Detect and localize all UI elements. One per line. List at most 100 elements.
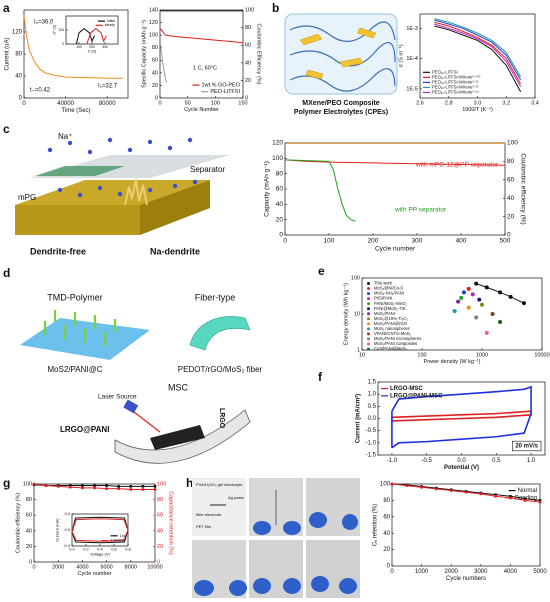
y-tick-label: 120 <box>272 140 283 147</box>
point <box>456 299 461 304</box>
legend-label: MoS₂@Ni/Co-S <box>374 286 403 291</box>
fiber <box>189 316 251 351</box>
point <box>141 488 145 491</box>
point <box>93 484 96 487</box>
y-tick-label: 60 <box>152 58 158 64</box>
point <box>69 484 72 487</box>
legend-label: MoS₂/PANI microspheres <box>374 336 421 341</box>
point <box>420 485 423 489</box>
polymer-sprouts <box>43 310 117 346</box>
label: Dendrite-free <box>30 246 86 256</box>
laser-beam <box>133 411 161 433</box>
series-line <box>434 18 522 78</box>
x-tick-label: 50 <box>185 100 191 106</box>
y-axis-label: Current (mA) <box>54 518 59 542</box>
y-tick-label: -0.4 <box>63 543 71 548</box>
plot-frame <box>65 15 119 45</box>
legend-label: PANI/MoS₂-MnO₂ <box>374 301 407 306</box>
y-axis-label: Current (uA) <box>5 37 11 70</box>
point <box>479 492 483 496</box>
legend-swatch <box>367 282 370 285</box>
y-tick-label: 60 <box>383 514 390 520</box>
panel-letter: e <box>318 264 325 278</box>
x-axis-label: Cycle number <box>375 245 416 252</box>
y2-tick-label: 60 <box>157 513 163 519</box>
plot-frame <box>33 483 156 563</box>
point <box>129 488 133 491</box>
label: Na⁺ <box>58 132 72 141</box>
x-tick-label: 1.0 <box>527 458 536 464</box>
point <box>480 302 484 307</box>
point <box>81 486 84 490</box>
y2-axis-label: Coulombic efficiency (%) <box>519 153 526 224</box>
x-tick-label: 1000 <box>415 569 429 575</box>
y-tick-label: 1E-4 <box>406 56 418 62</box>
legend-label: MoS₂/PANI composites <box>374 341 417 346</box>
y2-tick-label: 60 <box>245 43 251 49</box>
legend-label: LRGO-MSC <box>390 386 423 392</box>
panel-letter: c <box>3 122 10 136</box>
x-tick-label: 100 <box>324 238 335 245</box>
y2-tick-label: 60 <box>507 177 515 184</box>
label: MoS2/PANI@C <box>47 365 102 374</box>
x-tick-label: 3.0 <box>474 100 482 106</box>
x-axis-label: Power density (W kg⁻¹) <box>424 359 481 365</box>
legend-swatch <box>367 317 370 321</box>
y-tick-label: 100 <box>351 275 360 281</box>
cpe-illustration: MXene/PEO Composite Polymer Electrolytes… <box>284 13 398 116</box>
chart: -1.0 -0.5 0.0 0.5 1.0 -1.5 -1.0 -0.5 0.0 0.5 1.0 1.… <box>354 380 546 471</box>
legend-label: steady <box>105 23 116 27</box>
y-tick-label: 40 <box>26 528 32 534</box>
x-axis-label: Z' (Ω) <box>88 49 97 53</box>
point <box>508 294 513 299</box>
label: Fiber-type <box>195 292 236 302</box>
point <box>477 297 482 302</box>
legend-label: 1st <box>120 533 126 538</box>
x-tick-label: 4000 <box>76 564 88 570</box>
point <box>44 484 48 487</box>
x-tick-label: 300 <box>102 45 108 49</box>
y-tick-label: 80 <box>276 170 284 177</box>
legend-label: MoS₂@15%-Ti₃C₂ <box>374 316 408 321</box>
y-tick-label: 0.0 <box>64 527 70 532</box>
point <box>117 485 120 488</box>
device <box>114 409 251 464</box>
x-tick-label: 0.8 <box>125 547 131 552</box>
y-tick-label: 80 <box>26 497 32 503</box>
x-tick-label: 0.6 <box>111 547 117 552</box>
y-tick-label: 60 <box>26 513 32 519</box>
panel-letter: a <box>3 1 10 15</box>
point <box>56 485 60 488</box>
x-tick-label: 100 <box>76 45 82 49</box>
series-line <box>285 159 356 222</box>
panel-letters: a b c d e f g h <box>3 1 325 490</box>
x-tick-label: 2000 <box>52 564 64 570</box>
y-tick-label: 80 <box>383 498 390 504</box>
y2-tick-label: 0 <box>157 559 160 565</box>
annotation: Iₛ=32.7 <box>98 84 118 90</box>
point <box>105 487 108 490</box>
x-tick-label: 3000 <box>474 569 488 575</box>
legend-label: PEO-LiTFSI <box>210 89 240 95</box>
legend-label: PEO₁₀-LiTFSI-MXene⁰·⁰¹ <box>432 80 479 85</box>
point <box>498 319 503 324</box>
point <box>466 286 471 291</box>
y-tick-label: 100 <box>23 481 32 487</box>
x-tick-label: 0 <box>158 100 161 106</box>
y-tick-label: 100 <box>272 155 283 162</box>
y2-tick-label: 80 <box>245 25 251 31</box>
y-axis-label: Coulombic efficiency (%) <box>16 493 22 554</box>
y2-axis-label: Capacitance retention (%) <box>167 491 173 555</box>
label: LRGO <box>218 408 225 429</box>
chart: 0 40000 80000 0 40 80 120 Time (Sec) Current (uA… <box>5 9 129 114</box>
point <box>509 495 512 498</box>
label: PVA/H₂SO₄ gel electrolyte <box>196 482 243 487</box>
y2-tick-label: 100 <box>245 7 254 13</box>
label: LRGO@PANI <box>60 425 109 434</box>
annotation: t₊=0.42 <box>30 88 51 94</box>
x-tick-label: 0.4 <box>97 547 103 552</box>
x-tick-label: -1.0 <box>387 458 398 464</box>
y-axis-label: Capacity (mAh g⁻¹) <box>264 161 271 217</box>
y-tick-label: 20 <box>276 216 284 223</box>
x-tick-label: 400 <box>456 238 467 245</box>
